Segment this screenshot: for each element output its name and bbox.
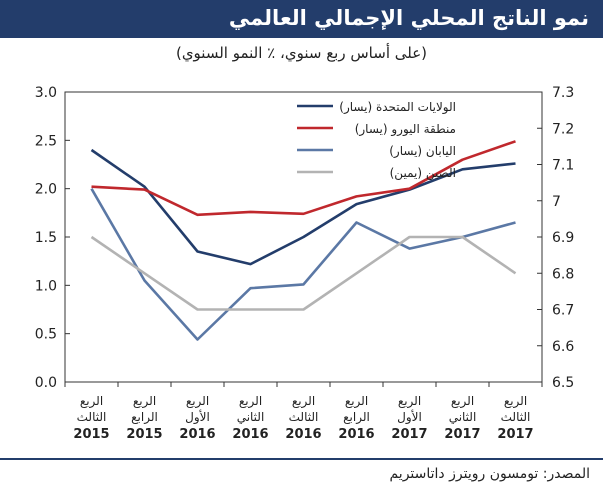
source-note: المصدر: تومسون رويترز داتاستريم [389, 466, 590, 482]
right-axis-tick-label: 7.1 [552, 158, 574, 174]
right-axis-tick-label: 6.9 [552, 230, 574, 246]
right-axis-tick-label: 6.6 [552, 339, 574, 355]
legend-label-3: الصين (يمين) [390, 166, 456, 181]
x-tick-label-year: 2015 [73, 427, 109, 442]
x-tick-label-year: 2015 [126, 427, 162, 442]
x-tick-label-line2: الثالث [289, 410, 319, 424]
x-tick-label-line1: الربع [451, 394, 474, 409]
series-line-0 [90, 148, 516, 266]
x-tick-label-year: 2016 [338, 427, 374, 442]
right-axis-tick-label: 6.7 [552, 303, 574, 319]
chart-title: نمو الناتج المحلي الإجمالي العالمي [228, 6, 589, 30]
left-axis-tick-label: 0.5 [35, 327, 57, 343]
x-tick-label-year: 2016 [285, 427, 321, 442]
right-axis-tick-label: 7.3 [552, 85, 574, 101]
left-axis-tick-label: 0.0 [35, 375, 57, 391]
x-tick-label-line1: الربع [292, 394, 315, 409]
legend-label-0: الولايات المتحدة (يسار) [339, 100, 456, 115]
x-tick-label-line2: الثالث [501, 410, 531, 424]
x-tick-label-year: 2017 [391, 427, 427, 442]
legend-label-1: منطقة اليورو (يسار) [355, 122, 456, 137]
x-tick-label-year: 2017 [497, 427, 533, 442]
line-chart: 0.0 0.5 1.0 1.5 2.0 2.5 3.0 6.5 6.6 6.7 6.8 6.9 7 7.1… [35, 85, 575, 442]
left-axis-tick-label: 3.0 [35, 85, 57, 101]
left-axis-tick-label: 1.5 [35, 230, 57, 246]
series-line-3 [90, 235, 517, 311]
x-tick-label-year: 2016 [179, 427, 215, 442]
x-tick-label-line1: الربع [239, 394, 262, 409]
x-tick-label-line1: الربع [186, 394, 209, 409]
legend-label-2: اليابان (يسار) [389, 144, 456, 159]
x-tick-label-year: 2017 [444, 427, 480, 442]
x-tick-label-line2: الثالث [77, 410, 107, 424]
x-tick-label-line1: الربع [133, 394, 156, 409]
footer-divider [0, 458, 603, 460]
x-tick-label-line2: الرابع [343, 410, 370, 425]
series-line-2 [90, 188, 516, 341]
x-tick-label-line2: الأول [397, 409, 422, 425]
right-axis-tick-label: 7.2 [552, 121, 574, 137]
left-axis-tick-label: 2.5 [35, 133, 57, 149]
right-axis-tick-label: 6.8 [552, 266, 574, 282]
chart-subtitle: (على أساس ربع سنوي، ٪ النمو السنوي) [175, 44, 428, 62]
x-tick-label-line2: الثاني [449, 410, 477, 424]
x-tick-label-line1: الربع [345, 394, 368, 409]
x-tick-label-line2: الأول [185, 409, 210, 425]
right-axis-tick-label: 6.5 [552, 375, 574, 391]
x-tick-label-year: 2016 [232, 427, 268, 442]
x-tick-label-line2: الرابع [131, 410, 158, 425]
right-axis-tick-label: 7 [552, 194, 561, 210]
x-tick-label-line2: الثاني [237, 410, 265, 424]
x-tick-label-line1: الربع [80, 394, 103, 409]
left-axis-tick-label: 1.0 [35, 278, 57, 294]
x-tick-label-line1: الربع [504, 394, 527, 409]
left-axis-tick-label: 2.0 [35, 182, 57, 198]
title-bar [0, 0, 603, 38]
series-line-1 [91, 140, 516, 217]
x-tick-label-line1: الربع [398, 394, 421, 409]
